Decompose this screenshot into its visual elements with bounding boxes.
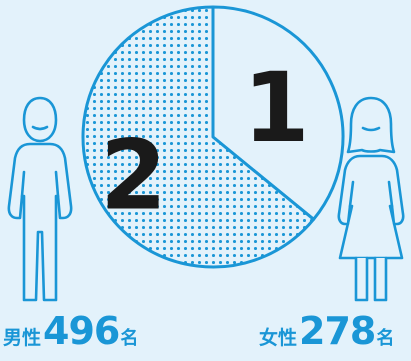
male-count-unit: 名 [120, 328, 139, 349]
pie-slice-male [81, 5, 316, 269]
ratio-label-male: 2 [100, 120, 167, 232]
female-count-label: 女性 278 名 [259, 312, 394, 358]
female-count-value: 278 [299, 309, 376, 353]
male-count-value: 496 [43, 309, 120, 353]
female-gender-text: 女性 [259, 327, 298, 349]
ratio-labels: 12 [100, 52, 310, 232]
female-figure-icon [337, 96, 405, 302]
pie-slice-female [211, 5, 345, 221]
female-count-unit: 名 [376, 328, 395, 349]
ratio-label-female: 1 [243, 52, 310, 164]
male-figure-icon [7, 96, 73, 302]
male-gender-text: 男性 [3, 327, 42, 349]
pie-chart [81, 5, 345, 269]
male-count-label: 男性 496 名 [3, 312, 138, 358]
